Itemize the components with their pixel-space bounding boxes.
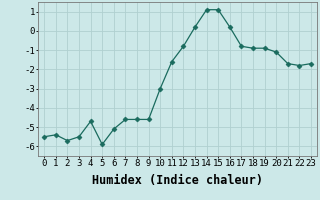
X-axis label: Humidex (Indice chaleur): Humidex (Indice chaleur) bbox=[92, 174, 263, 187]
